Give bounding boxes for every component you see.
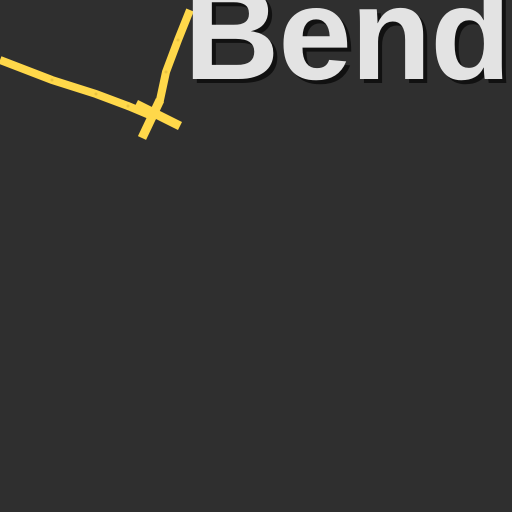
road-seam-0 xyxy=(50,78,54,82)
highway-roads xyxy=(0,8,194,140)
road-interchange-b xyxy=(137,98,165,140)
road-seam-1 xyxy=(94,92,98,96)
road-west-segment xyxy=(0,56,154,120)
road-seam-4 xyxy=(176,38,180,42)
place-label-city: Bend xyxy=(184,0,511,107)
road-seam-2 xyxy=(126,104,130,108)
road-interchange-a xyxy=(133,99,183,131)
road-seam-3 xyxy=(164,70,168,74)
